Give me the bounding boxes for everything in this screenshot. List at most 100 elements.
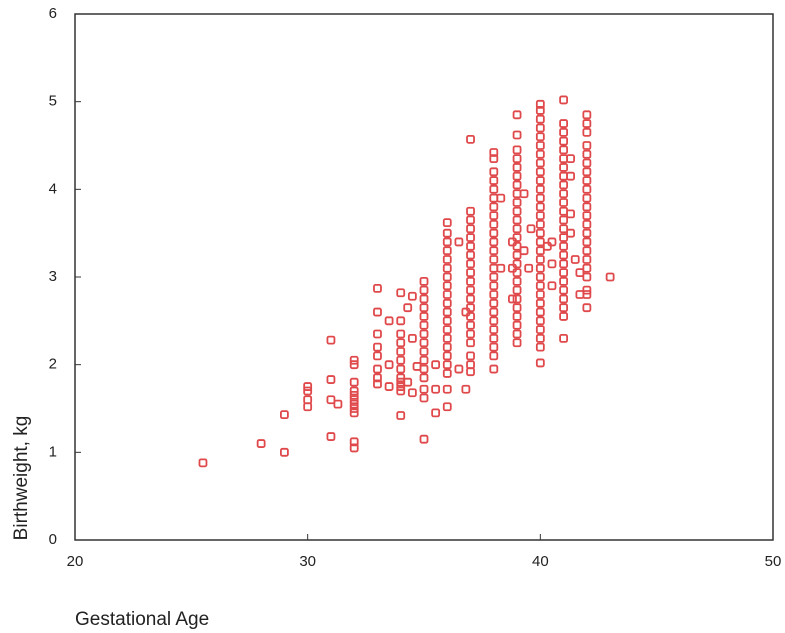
data-point [559,233,568,242]
data-point [582,110,592,120]
y-tick-label: 0 [49,531,57,548]
x-tick-label: 30 [299,553,316,570]
data-point [466,233,475,242]
y-tick-label: 6 [49,5,57,22]
data-point [419,303,429,313]
x-tick-label: 50 [765,553,782,570]
data-point [582,167,592,177]
data-point [396,347,406,356]
data-point [384,382,394,391]
data-point [535,281,545,291]
data-point [582,202,592,212]
data-point [489,364,499,374]
data-point [605,272,615,282]
data-point [396,382,406,391]
data-point [489,184,499,194]
y-axis-title: Birthweight, kg [11,416,32,541]
data-point [489,333,499,343]
data-point [489,255,499,264]
data-point [512,329,522,339]
data-point [384,360,394,370]
data-point [535,246,545,256]
data-point [349,443,359,453]
data-point [489,193,499,203]
data-point [419,373,429,383]
data-point [559,276,568,286]
data-point [559,127,568,137]
data-point [326,375,336,384]
data-point [349,404,359,413]
data-point [396,288,406,298]
data-point [489,154,499,164]
data-point [466,329,475,339]
data-point [454,364,464,374]
data-point [419,312,429,321]
x-axis-title: Gestational Age [75,609,209,630]
data-point [442,218,452,228]
data-point [582,237,592,247]
data-point [466,294,475,304]
data-point [442,360,452,370]
data-point [466,276,475,286]
data-point [512,198,522,207]
data-point [442,384,452,394]
data-point [535,325,545,335]
data-point [535,167,545,177]
data-point [535,141,545,150]
data-point [326,395,336,405]
y-tick-label: 5 [49,93,57,110]
data-point [496,193,506,203]
data-point [396,373,406,383]
data-point [442,237,452,247]
data-point [570,255,580,264]
data-point [396,355,406,365]
data-point [466,312,475,321]
data-point [396,316,406,326]
data-point [512,206,522,216]
data-point [303,382,313,391]
data-point [512,110,522,120]
data-point [559,154,568,164]
data-point [559,259,568,269]
data-point [349,399,359,409]
data-point [333,399,343,409]
data-point [512,276,522,286]
data-point [508,294,517,304]
data-point [559,241,568,251]
data-point [403,377,413,387]
data-point [535,263,545,273]
data-point [535,298,545,308]
data-point [559,119,568,128]
data-point [419,384,429,394]
data-point [535,158,545,168]
data-point [582,219,592,229]
y-tick-label: 4 [49,180,57,197]
data-point [489,167,499,177]
data-point [535,316,545,326]
data-point [559,206,568,216]
data-point [512,130,522,140]
data-point [466,360,475,370]
data-point [582,184,592,194]
data-point [496,263,506,273]
data-point [535,202,545,212]
data-point [535,211,545,221]
data-point [466,241,475,251]
data-point [442,272,452,282]
data-point [535,342,545,352]
x-tick-label: 40 [532,553,549,570]
data-point [466,215,475,225]
data-point [396,386,406,396]
data-point [535,149,545,159]
data-point [547,259,557,269]
data-point [535,123,545,133]
data-point [582,149,592,159]
data-point [419,320,429,330]
data-point [442,307,452,317]
data-point [489,263,499,273]
data-point [419,294,429,304]
data-point [512,145,522,155]
data-point [559,163,568,172]
data-point [466,303,475,313]
